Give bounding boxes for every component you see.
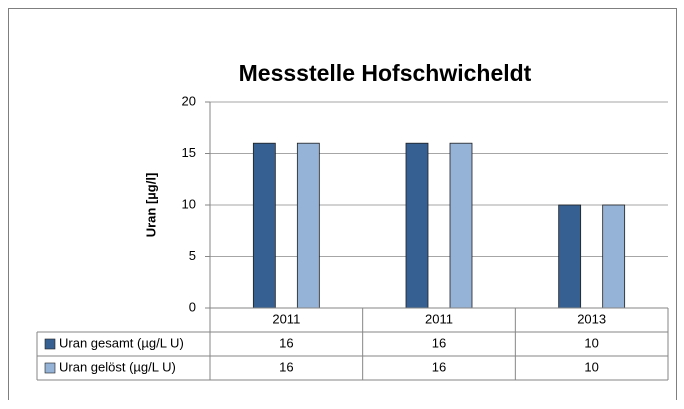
y-axis-label: Uran [µg/l] xyxy=(143,173,158,238)
table-value: 16 xyxy=(432,335,446,350)
x-tick-label: 2013 xyxy=(577,311,606,326)
table-value: 10 xyxy=(584,335,598,350)
legend-label: Uran gesamt (µg/L U) xyxy=(59,335,184,350)
bar xyxy=(296,142,320,309)
legend-label: Uran gelöst (µg/L U) xyxy=(59,359,176,374)
y-tick-label: 20 xyxy=(182,93,196,108)
legend-swatch xyxy=(44,338,56,350)
y-tick-label: 5 xyxy=(189,248,196,263)
bar xyxy=(252,142,276,309)
table-value: 16 xyxy=(279,359,293,374)
y-tick-label: 0 xyxy=(189,299,196,314)
bar xyxy=(449,142,473,309)
bar xyxy=(602,204,626,309)
bar xyxy=(558,204,582,309)
legend-swatch xyxy=(44,362,56,374)
x-tick-label: 2011 xyxy=(272,311,300,326)
chart-border xyxy=(8,8,677,400)
table-value: 16 xyxy=(279,335,293,350)
bar xyxy=(405,142,429,309)
x-tick-label: 2011 xyxy=(425,311,453,326)
y-tick-label: 15 xyxy=(182,145,196,160)
chart-title: Messstelle Hofschwicheldt xyxy=(239,60,532,86)
table-value: 10 xyxy=(584,359,598,374)
table-value: 16 xyxy=(432,359,446,374)
y-tick-label: 10 xyxy=(182,196,196,211)
